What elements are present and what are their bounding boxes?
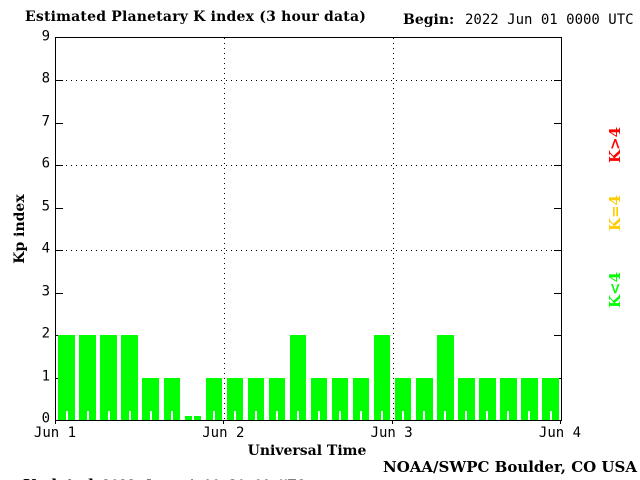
- y-tick-label-6: 6: [41, 156, 50, 173]
- y-tick-label-0: 0: [41, 410, 50, 427]
- kp-bar-11: [289, 335, 307, 420]
- kp-bar-0: [58, 335, 75, 420]
- y-tick-right-7: [554, 122, 561, 124]
- y-tick-left-5: [56, 207, 63, 209]
- y-tick-right-2: [554, 335, 561, 337]
- x-minor-tick-icon: [212, 411, 215, 420]
- kp-bar-16: [394, 378, 412, 420]
- legend-item-below: K<4: [606, 271, 624, 309]
- x-tick-label-jun-4: Jun 4: [538, 425, 582, 441]
- x-tick-mark-0: [55, 420, 56, 424]
- y-tick-right-5: [554, 207, 561, 209]
- updated-label: Updated: [23, 476, 94, 480]
- x-minor-tick-icon: [339, 411, 342, 420]
- kp-bar-18: [437, 335, 454, 420]
- gridline-kp-6: [56, 165, 561, 167]
- legend-item-above: K>4: [606, 126, 624, 164]
- x-minor-tick-icon: [318, 411, 321, 420]
- kp-bar-4: [142, 378, 159, 420]
- kp-bar-7: [205, 378, 223, 420]
- x-minor-tick-icon: [107, 411, 110, 420]
- y-tick-left-7: [56, 122, 63, 124]
- kp-bar-14: [352, 378, 370, 420]
- gridline-kp-4: [56, 250, 561, 252]
- x-minor-tick-icon: [65, 411, 68, 420]
- gridline-day-jun-2: [224, 38, 225, 420]
- begin-label: Begin:: [403, 12, 455, 28]
- gridline-day-jun-3: [393, 38, 394, 420]
- y-tick-label-3: 3: [41, 283, 50, 300]
- x-minor-tick-icon: [86, 411, 89, 420]
- y-tick-right-6: [554, 165, 561, 167]
- x-minor-tick-icon: [549, 411, 552, 420]
- kp-bar-19: [458, 378, 475, 420]
- kp-bar-13: [331, 378, 349, 420]
- x-minor-tick-icon: [507, 411, 510, 420]
- y-tick-right-3: [554, 292, 561, 294]
- x-tick-label-jun-3: Jun 3: [370, 425, 413, 441]
- x-minor-tick-icon: [444, 411, 447, 420]
- x-minor-tick-icon: [254, 411, 257, 420]
- legend-item-equal: K=4: [606, 194, 624, 232]
- kp-bar-22: [521, 378, 538, 420]
- updated-line: Updated 2022 Jun 4 00:30:09 UTC: [4, 458, 304, 480]
- x-minor-tick-icon: [528, 411, 531, 420]
- y-tick-left-6: [56, 165, 63, 167]
- kp-bar-5: [163, 378, 181, 420]
- x-minor-tick-icon: [128, 411, 131, 420]
- kp-bar-6: [184, 416, 202, 420]
- kp-bar-2: [100, 335, 117, 420]
- y-tick-right-4: [554, 250, 561, 252]
- x-tick-mark-2: [391, 420, 393, 424]
- x-minor-tick-icon: [402, 411, 405, 420]
- y-tick-right-8: [554, 80, 561, 82]
- y-tick-label-5: 5: [41, 198, 50, 215]
- y-tick-label-1: 1: [41, 368, 50, 385]
- x-tick-label-jun-2: Jun 2: [202, 425, 245, 441]
- y-tick-left-4: [56, 250, 63, 252]
- x-minor-tick-icon: [297, 411, 300, 420]
- kp-bar-1: [79, 335, 96, 420]
- x-tick-label-jun-1: Jun 1: [33, 425, 77, 441]
- x-minor-tick-icon: [360, 411, 363, 420]
- y-tick-label-8: 8: [41, 71, 50, 88]
- kp-bar-3: [121, 335, 138, 420]
- updated-value: 2022 Jun 4 00:30:09 UTC: [94, 478, 304, 480]
- y-axis-title: Kp index: [12, 194, 28, 264]
- x-minor-tick-icon: [233, 411, 236, 420]
- kp-bar-23: [542, 378, 559, 420]
- kp-bar-17: [416, 378, 433, 420]
- kp-bar-9: [247, 378, 265, 420]
- kp-bar-15: [373, 335, 391, 420]
- begin-value: 2022 Jun 01 0000 UTC: [465, 12, 634, 28]
- y-tick-left-8: [56, 80, 63, 82]
- x-minor-tick-icon: [423, 411, 426, 420]
- x-minor-tick-icon: [275, 411, 278, 420]
- plot-area: [55, 37, 562, 421]
- kp-bar-21: [500, 378, 517, 420]
- chart-title: Estimated Planetary K index (3 hour data…: [25, 9, 367, 25]
- credit: NOAA/SWPC Boulder, CO USA: [382, 458, 637, 476]
- x-minor-tick-icon: [149, 411, 152, 420]
- x-axis-title: Universal Time: [247, 443, 367, 459]
- x-minor-tick-icon: [170, 411, 173, 420]
- y-tick-label-9: 9: [41, 28, 50, 45]
- x-minor-tick-icon: [191, 416, 194, 420]
- x-minor-tick-icon: [465, 411, 468, 420]
- x-tick-mark-3: [560, 420, 561, 424]
- y-tick-left-3: [56, 292, 63, 294]
- y-tick-label-2: 2: [41, 325, 50, 342]
- kp-bar-10: [268, 378, 286, 420]
- y-tick-label-7: 7: [41, 113, 50, 130]
- gridline-kp-8: [56, 80, 561, 82]
- x-tick-mark-1: [223, 420, 225, 424]
- kp-bar-12: [310, 378, 328, 420]
- x-minor-tick-icon: [381, 411, 384, 420]
- x-minor-tick-icon: [486, 411, 489, 420]
- y-tick-label-4: 4: [41, 240, 50, 257]
- kp-bar-20: [479, 378, 496, 420]
- kp-bar-8: [226, 378, 244, 420]
